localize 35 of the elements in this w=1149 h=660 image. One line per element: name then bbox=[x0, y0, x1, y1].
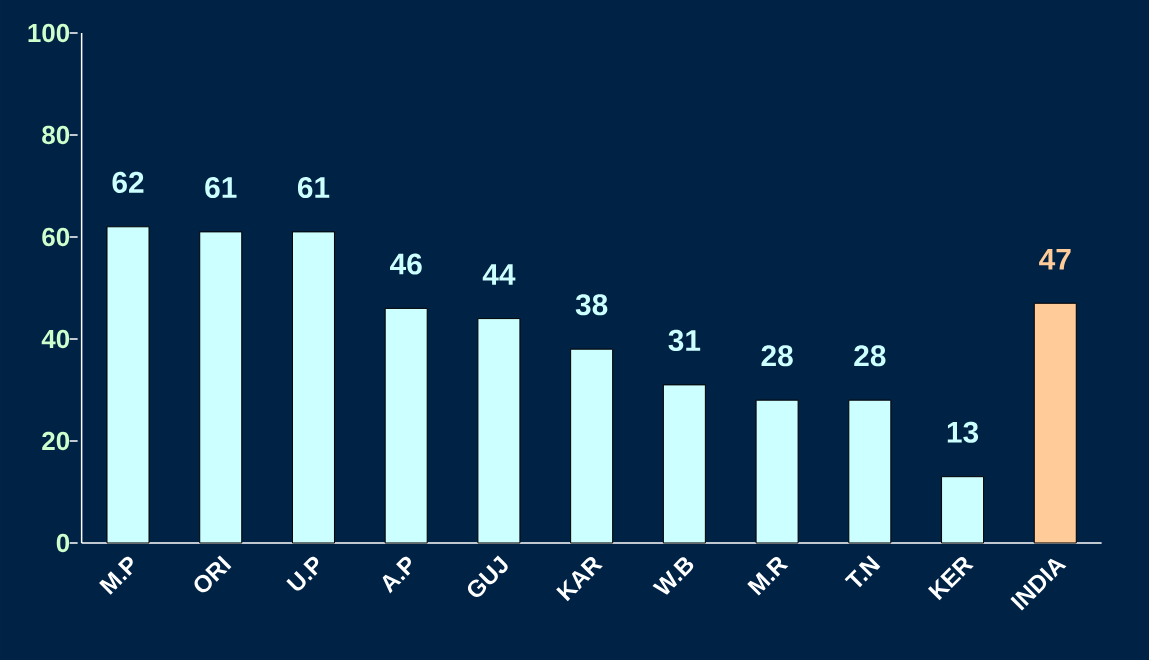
x-tick-label: M.P bbox=[99, 556, 133, 595]
data-label: 47 bbox=[1039, 248, 1071, 270]
data-label: 62 bbox=[112, 171, 144, 193]
data-label: 61 bbox=[297, 176, 330, 199]
data-label: 28 bbox=[854, 345, 886, 367]
x-tick-label: A.P bbox=[382, 556, 411, 594]
bar bbox=[106, 226, 150, 544]
y-tick-label: 40 bbox=[41, 329, 70, 349]
data-label: 38 bbox=[575, 294, 608, 316]
bar bbox=[1033, 302, 1077, 544]
bar bbox=[477, 318, 521, 544]
x-tick-label: T.N bbox=[844, 555, 881, 588]
bar bbox=[384, 307, 428, 544]
bar bbox=[662, 384, 706, 544]
y-tick-label: 20 bbox=[42, 431, 70, 451]
data-label: 28 bbox=[761, 345, 793, 367]
x-tick-label: ORI bbox=[194, 555, 232, 593]
bar bbox=[291, 231, 335, 544]
data-label: 61 bbox=[205, 176, 237, 199]
bar bbox=[941, 476, 985, 544]
data-label: 44 bbox=[482, 264, 516, 285]
x-tick-label: W.B bbox=[652, 557, 694, 595]
bar bbox=[570, 348, 614, 544]
y-tick-label: 60 bbox=[42, 227, 70, 247]
x-tick-label: M.R bbox=[747, 557, 789, 596]
x-tick-label: U.P bbox=[286, 556, 319, 591]
y-tick-label: 80 bbox=[42, 125, 70, 145]
y-tick-label: 0 bbox=[56, 533, 70, 553]
data-label: 31 bbox=[668, 329, 701, 352]
bar bbox=[755, 399, 799, 544]
y-tick-label: 100 bbox=[28, 23, 70, 43]
bar bbox=[848, 399, 892, 544]
data-label: 46 bbox=[390, 253, 422, 275]
data-label: 13 bbox=[947, 421, 979, 443]
bar bbox=[199, 231, 243, 544]
